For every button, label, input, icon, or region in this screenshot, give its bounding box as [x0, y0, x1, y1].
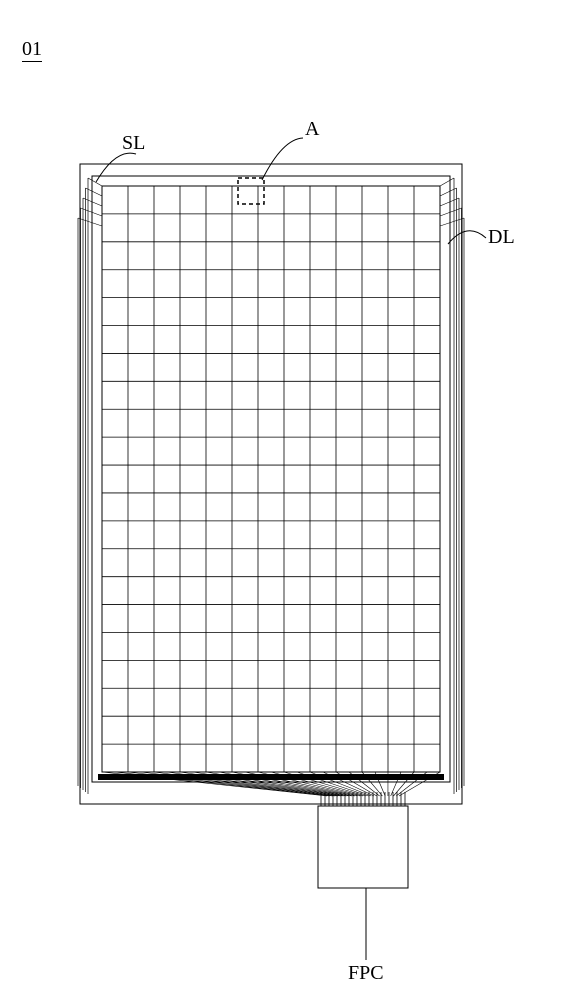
diagram-svg	[0, 0, 562, 1000]
